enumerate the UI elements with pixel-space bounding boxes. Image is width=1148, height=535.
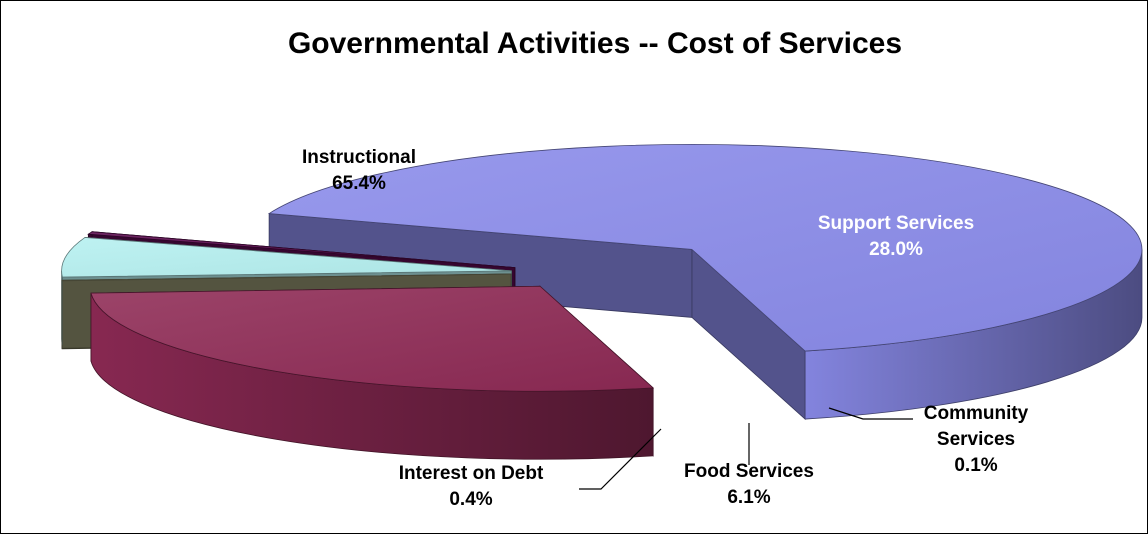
food-services-name-label: Food Services [684,461,814,482]
community-services-name-label: Community [924,403,1029,424]
support-services-value-label: 28.0% [869,239,923,260]
instructional-value-label: 65.4% [332,173,386,194]
food-services-value-label: 6.1% [727,487,770,508]
community-services-name-label: Services [937,429,1015,450]
chart-title: Governmental Activities -- Cost of Servi… [288,27,902,60]
community-services-value-label: 0.1% [954,455,997,476]
interest-on-debt-value-label: 0.4% [449,489,492,510]
support-services-name-label: Support Services [818,213,974,234]
interest-on-debt-name-label: Interest on Debt [399,463,544,484]
instructional-name-label: Instructional [302,147,416,168]
